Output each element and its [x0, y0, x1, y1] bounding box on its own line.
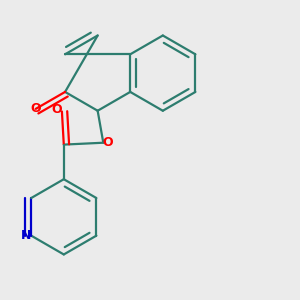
Text: O: O: [30, 102, 41, 116]
Text: O: O: [51, 103, 62, 116]
Text: N: N: [20, 229, 31, 242]
Text: O: O: [103, 136, 113, 149]
